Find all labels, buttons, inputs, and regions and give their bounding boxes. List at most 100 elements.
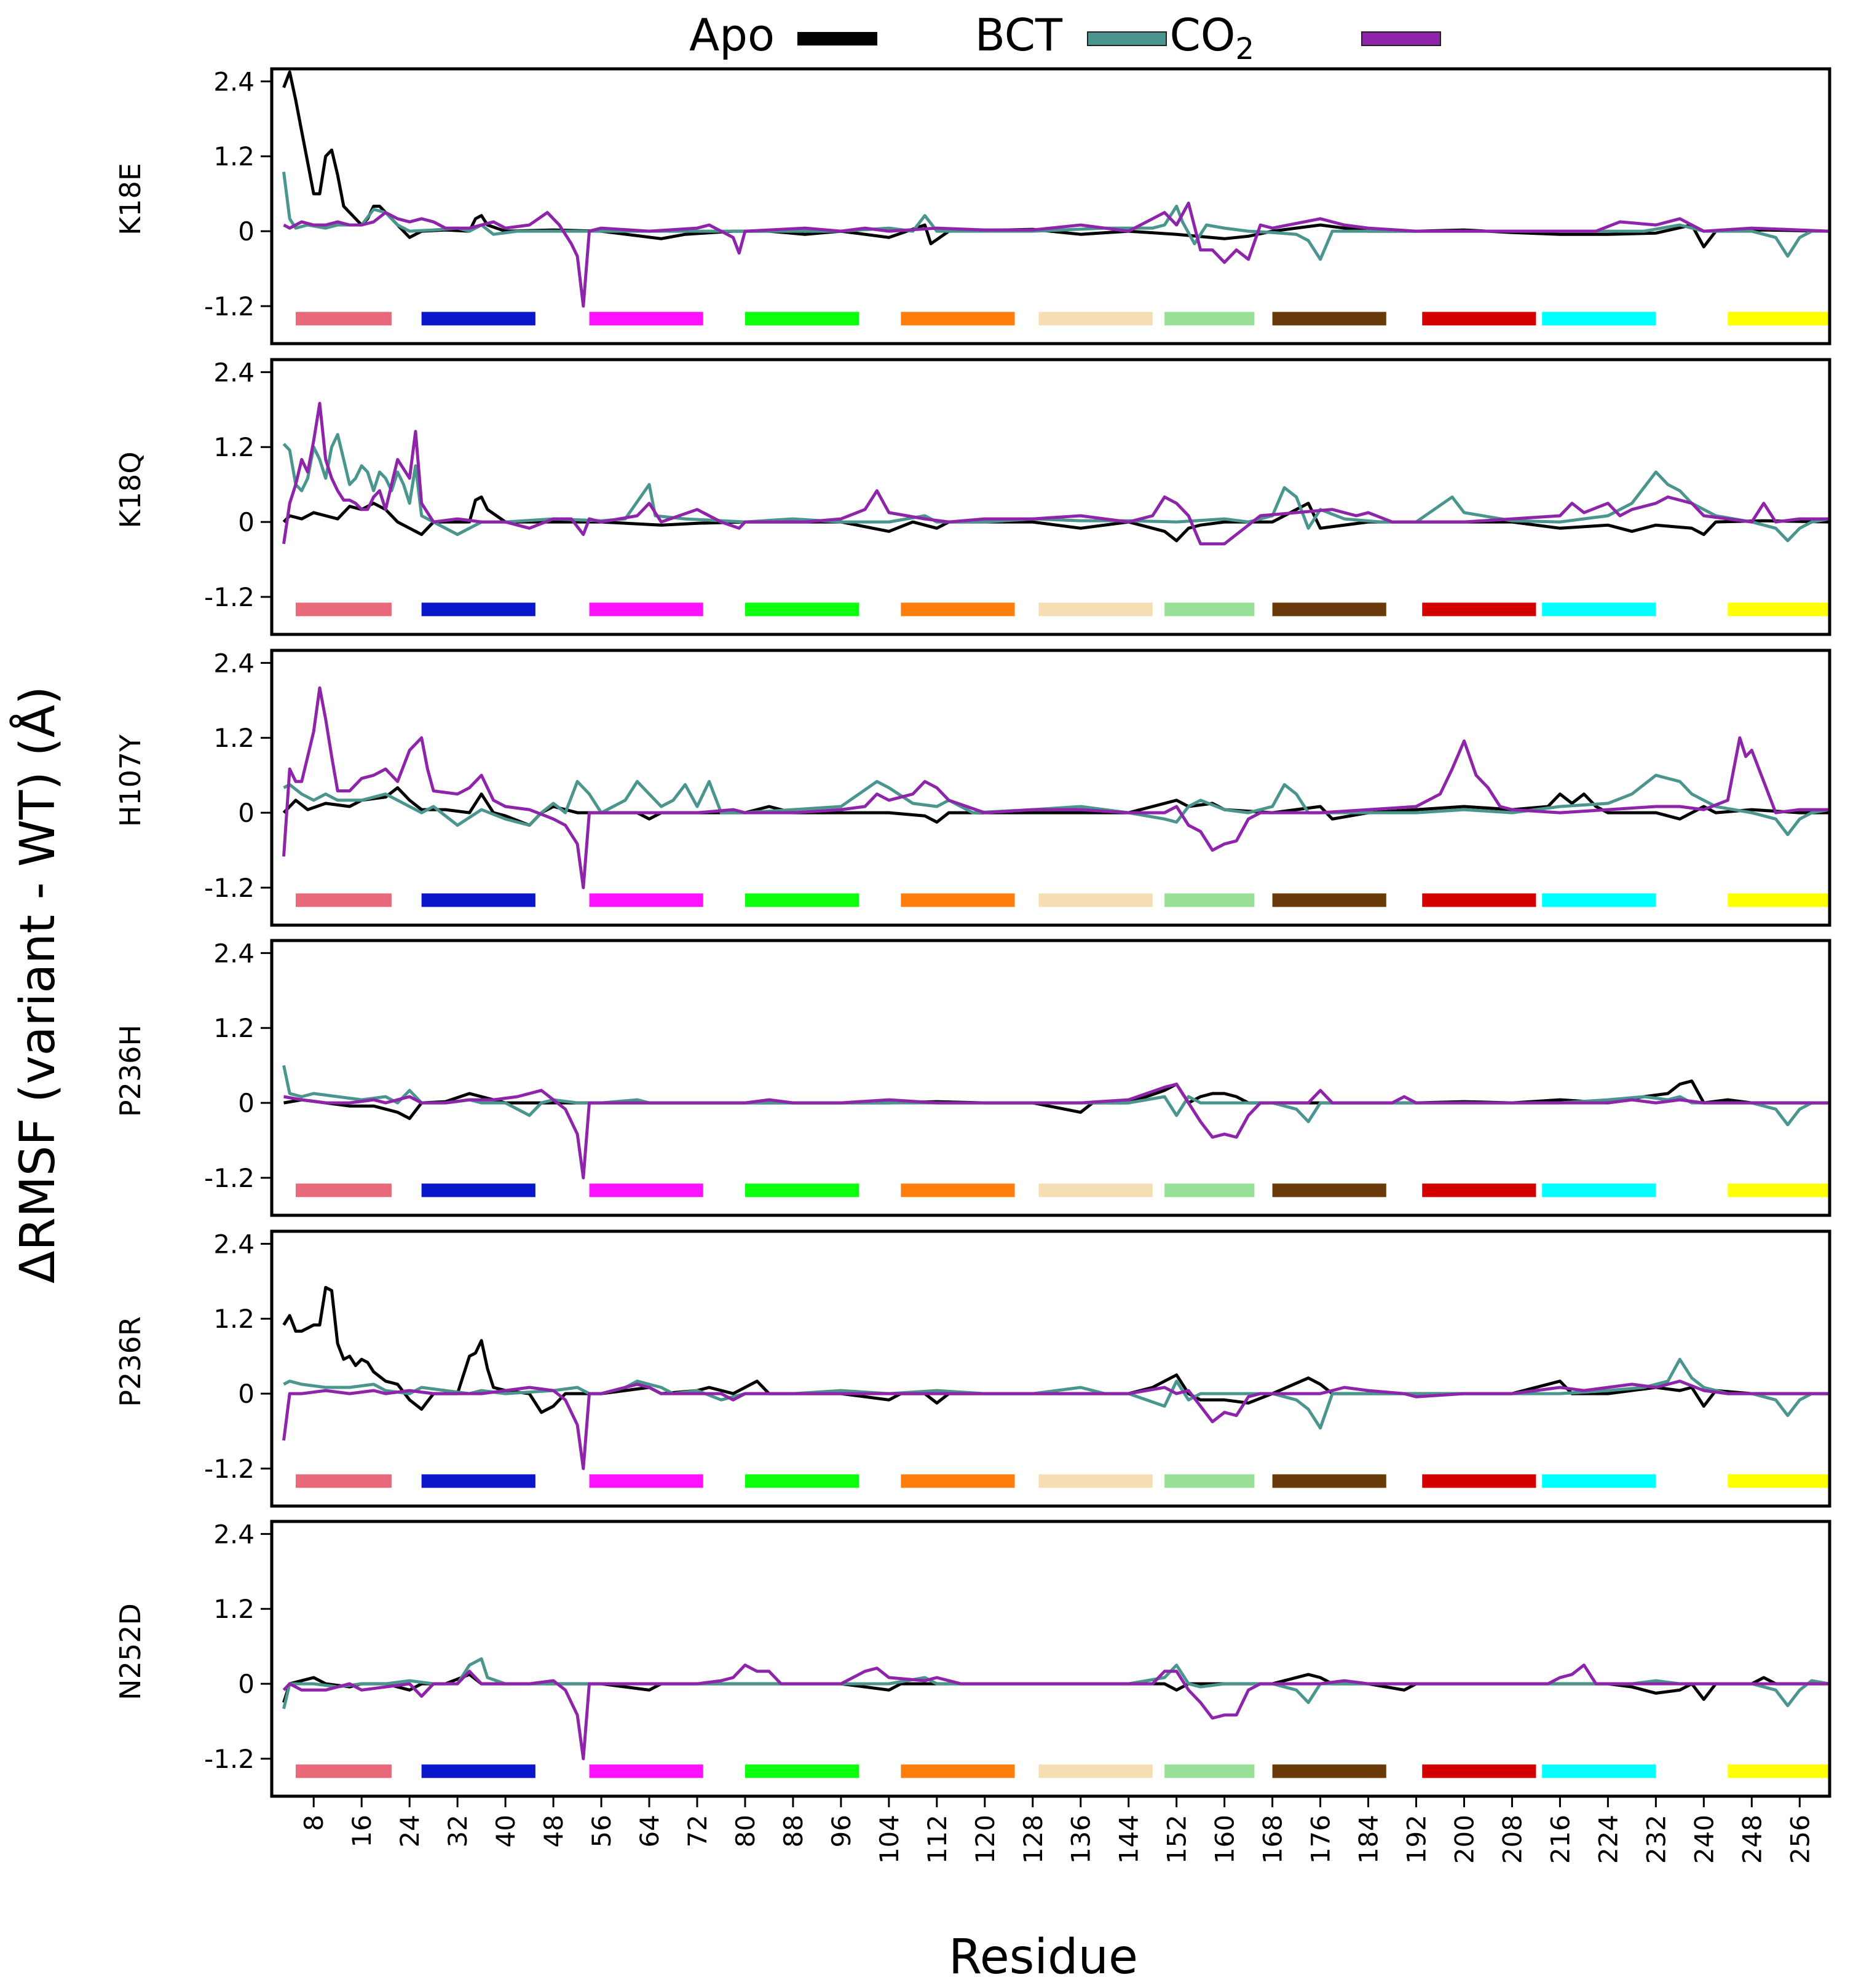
domain-bar xyxy=(1422,312,1536,326)
domain-bar xyxy=(421,312,535,326)
x-tick-label: 136 xyxy=(1066,1815,1096,1864)
panel-label: P236R xyxy=(114,1316,147,1407)
x-tick-label: 40 xyxy=(491,1815,521,1847)
domain-bar xyxy=(295,1474,392,1488)
legend-swatch-apo xyxy=(797,32,877,45)
x-axis-label: Residue xyxy=(949,1930,1138,1985)
domain-bar xyxy=(1422,602,1536,617)
panel-n252d: 2.4 1.2 0 -1.2 N252D xyxy=(114,1519,1831,1798)
panel-frame xyxy=(270,939,1831,1217)
domain-bar xyxy=(745,1183,859,1197)
y-tick-label: -1.2 xyxy=(204,291,255,321)
x-tick-label: 192 xyxy=(1402,1815,1432,1864)
panel-label: K18Q xyxy=(114,452,147,529)
domain-bar xyxy=(901,1474,1015,1488)
series-line-co2 xyxy=(282,1379,1830,1470)
x-tick-label: 96 xyxy=(826,1815,856,1847)
domain-bar xyxy=(1728,1764,1830,1778)
x-tick-label: 8 xyxy=(299,1815,329,1831)
domain-bar xyxy=(1542,602,1656,617)
series-line-apo xyxy=(282,786,1830,827)
domain-bar xyxy=(1272,312,1386,326)
panel-frame xyxy=(270,67,1831,345)
y-tick-label: 0 xyxy=(238,1669,255,1699)
legend-label-subscript: 2 xyxy=(1235,32,1254,66)
domain-bar xyxy=(901,1764,1015,1778)
x-tick-label: 72 xyxy=(682,1815,713,1847)
domain-bar xyxy=(295,602,392,617)
x-tick-label: 152 xyxy=(1162,1815,1192,1864)
domain-bar xyxy=(1164,1764,1255,1778)
x-tick-label: 88 xyxy=(778,1815,808,1847)
domain-bar xyxy=(421,1474,535,1488)
legend-item-co2: CO2 xyxy=(1170,9,1441,66)
domain-bar xyxy=(1728,602,1830,617)
domain-bar xyxy=(1542,1764,1656,1778)
y-tick-label: 0 xyxy=(238,1379,255,1409)
domain-bar xyxy=(1038,893,1153,907)
domain-bar xyxy=(1164,893,1255,907)
domain-bar xyxy=(589,1764,703,1778)
panel-k18e: 2.4 1.2 0 -1.2 K18E xyxy=(114,66,1831,345)
x-tick-label: 208 xyxy=(1497,1815,1527,1864)
domain-bar xyxy=(901,1183,1015,1197)
panel-label: H107Y xyxy=(114,734,147,827)
x-tick-label: 48 xyxy=(539,1815,569,1847)
domain-bar xyxy=(589,602,703,617)
domain-bar xyxy=(1728,1474,1830,1488)
x-tick-label: 128 xyxy=(1018,1815,1048,1864)
x-tick-label: 120 xyxy=(970,1815,1000,1864)
domain-bar xyxy=(1728,312,1830,326)
domain-bar xyxy=(1164,602,1255,617)
domain-bar xyxy=(745,1764,859,1778)
x-axis: 8 16 24 32 40 48 56 64 72 80 88 96 104 112 120 128 136 14… xyxy=(299,1796,1815,1864)
series-line-apo xyxy=(282,1673,1830,1703)
y-tick-label: -1.2 xyxy=(204,582,255,612)
x-tick-label: 160 xyxy=(1210,1815,1240,1864)
y-tick-label: 1.2 xyxy=(213,1013,255,1043)
panel-frame xyxy=(270,1229,1831,1508)
x-tick-label: 16 xyxy=(347,1815,377,1847)
x-tick-label: 32 xyxy=(443,1815,473,1847)
domain-bar xyxy=(589,1183,703,1197)
series-line-bct xyxy=(283,773,1830,837)
x-tick-label: 248 xyxy=(1737,1815,1767,1864)
series-line-apo xyxy=(282,495,1830,543)
domain-bar xyxy=(1542,1474,1656,1488)
domain-bar xyxy=(1422,1474,1536,1488)
y-tick-label: 1.2 xyxy=(213,1594,255,1624)
domain-bar xyxy=(1164,1183,1255,1197)
legend-label-bct: BCT xyxy=(975,9,1063,61)
domain-bar xyxy=(421,602,535,617)
domain-bar xyxy=(1038,312,1153,326)
domain-bar xyxy=(1164,1474,1255,1488)
domain-bar xyxy=(295,893,392,907)
series-line-bct xyxy=(282,1065,1830,1127)
series-line-apo xyxy=(282,70,1830,248)
y-tick-label: 1.2 xyxy=(213,141,255,172)
domain-bar xyxy=(295,1764,392,1778)
domain-bar xyxy=(589,312,703,326)
y-tick-label: 2.4 xyxy=(213,1519,255,1549)
panel-frame xyxy=(270,649,1831,927)
domain-bar xyxy=(1422,893,1536,907)
domain-bar xyxy=(589,1474,703,1488)
legend-label-apo: Apo xyxy=(689,9,775,61)
x-tick-label: 64 xyxy=(634,1815,665,1847)
panel-k18q: 2.4 1.2 0 -1.2 K18Q xyxy=(114,357,1831,636)
legend-label-co2: CO2 xyxy=(1170,9,1255,66)
legend-swatch-co2 xyxy=(1361,31,1441,46)
domain-bar xyxy=(295,312,392,326)
domain-bar xyxy=(1542,1183,1656,1197)
legend-item-bct: BCT xyxy=(975,9,1167,61)
y-tick-label: 0 xyxy=(238,798,255,828)
series-line-co2 xyxy=(283,201,1830,308)
x-tick-label: 200 xyxy=(1449,1815,1479,1864)
domain-bar xyxy=(901,893,1015,907)
legend-item-apo: Apo xyxy=(689,9,877,61)
domain-bar xyxy=(1038,1474,1153,1488)
domain-bar xyxy=(745,893,859,907)
domain-bar xyxy=(1272,1474,1386,1488)
domain-bar xyxy=(1728,1183,1830,1197)
